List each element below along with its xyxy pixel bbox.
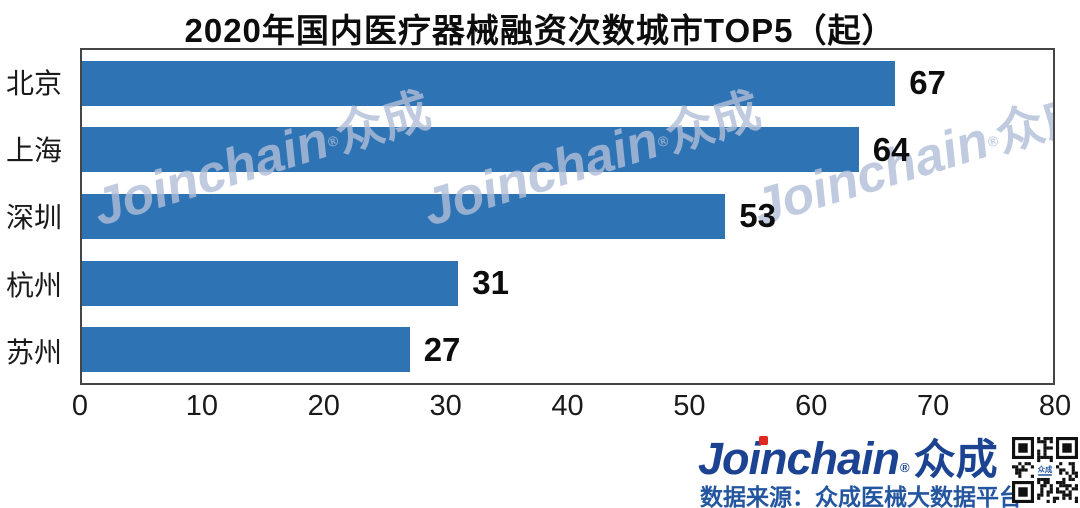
value-label: 67: [909, 64, 946, 102]
x-tick-10: 10: [185, 390, 219, 422]
bar-row: 67: [82, 50, 1053, 117]
category-label-北京: 北京: [6, 67, 63, 99]
value-label: 27: [423, 330, 461, 368]
x-tick-80: 80: [1038, 390, 1072, 422]
x-tick-60: 60: [795, 390, 828, 422]
x-tick-0: 0: [71, 390, 89, 422]
category-label-上海: 上海: [6, 135, 63, 167]
logo-suffix: 众成: [913, 436, 998, 483]
value-label: 64: [872, 130, 910, 168]
bar-杭州: [82, 260, 459, 306]
bar-row: 64: [82, 117, 1053, 184]
bar-苏州: [82, 327, 410, 373]
registered-mark: ®: [900, 460, 910, 475]
bar-上海: [82, 127, 859, 173]
value-label: 31: [472, 264, 509, 302]
x-tick-40: 40: [551, 390, 584, 422]
bar-row: 31: [82, 250, 1053, 317]
category-labels: 北京上海深圳杭州苏州: [6, 48, 76, 385]
value-label: 53: [739, 197, 776, 235]
footer-logo: Joinchain ®众成: [698, 426, 998, 484]
x-axis: 0 10 20 30 40 50 60 70 80: [72, 390, 1071, 426]
chart-title: 2020年国内医疗器械融资次数城市TOP5（起）: [184, 12, 896, 49]
plot-area: Joinchain®众成 Joinchain®众成 Joinchain®众成 6…: [80, 48, 1055, 385]
x-tick-30: 30: [429, 390, 462, 422]
bar-北京: [82, 60, 896, 106]
logo-text: Joinchain: [698, 433, 900, 484]
logo-i-dot: [759, 436, 768, 445]
category-label-深圳: 深圳: [6, 202, 63, 234]
qr-code: 众成: [1012, 437, 1078, 503]
bar-row: 27: [82, 316, 1053, 383]
category-label-杭州: 杭州: [6, 269, 63, 301]
x-tick-50: 50: [673, 390, 706, 422]
bar-深圳: [82, 193, 726, 239]
category-label-苏州: 苏州: [6, 337, 63, 369]
svg-text:众成: 众成: [1038, 465, 1053, 474]
x-tick-20: 20: [307, 390, 340, 422]
data-source-text: 数据来源：众成医械大数据平台: [700, 484, 1022, 508]
bar-row: 53: [82, 183, 1053, 250]
x-tick-70: 70: [916, 390, 950, 422]
